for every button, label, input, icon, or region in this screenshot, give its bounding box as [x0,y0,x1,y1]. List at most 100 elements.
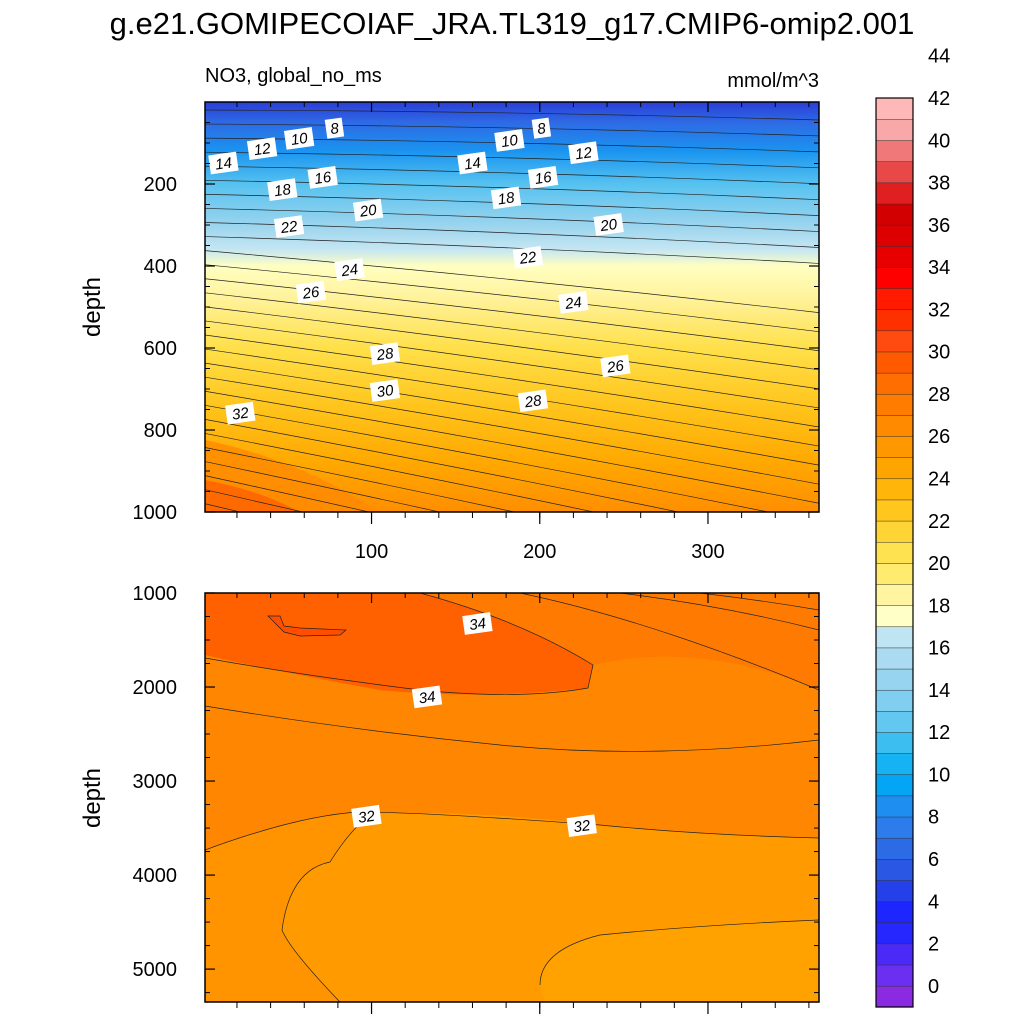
colorbar-swatch [875,753,914,776]
colorbar-tick-label: 0 [928,976,939,998]
upper-panel: NO3, global_no_ms mmol/m^3 8 10 12 14 16 18 22… [79,65,820,563]
contour-label: 14 [457,151,488,175]
y-tick-label: 4000 [133,865,178,887]
contour-label: 18 [267,178,298,202]
colorbar-swatch [875,266,914,289]
upper-contour-labels: 8 10 12 14 16 18 22 20 24 26 28 30 32 8 10 14 12 16 18 20 22… [208,117,631,425]
colorbar-swatch [875,97,914,120]
colorbar-swatch [875,393,914,416]
colorbar-swatch [875,668,914,691]
colorbar-tick-label: 40 [928,130,950,152]
colorbar-swatch [875,478,914,501]
colorbar-swatch [875,245,914,268]
svg-text:28: 28 [375,345,396,364]
y-tick-label: 800 [144,420,177,442]
svg-text:10: 10 [290,130,310,149]
contour-line [205,264,819,333]
svg-text:30: 30 [376,382,396,401]
figure-title: g.e21.GOMIPECOIAF_JRA.TL319_g17.CMIP6-om… [109,6,915,41]
contour-line [699,593,819,611]
contour-label: 34 [411,685,443,709]
colorbar-swatch [875,816,914,839]
colorbar-swatch [875,118,914,141]
colorbar-tick-label: 42 [928,88,950,110]
contour-label: 22 [273,215,305,238]
svg-text:18: 18 [273,181,293,200]
contour-line [205,165,819,185]
colorbar-tick-label: 32 [928,299,950,321]
contour-line [539,919,819,986]
colorbar-swatch [875,288,914,310]
lower-axes: 1000 2000 3000 4000 5000 [133,583,819,1014]
svg-text:34: 34 [418,688,437,707]
colorbar-swatch [875,435,914,458]
colorbar: 0246810121416182022242628303234363840424… [875,46,950,1008]
contour-label: 12 [568,141,599,165]
colorbar-swatch [875,922,914,945]
svg-text:8: 8 [329,120,340,138]
units-label: mmol/m^3 [727,70,819,92]
svg-text:22: 22 [518,249,539,268]
colorbar-swatch [875,224,914,247]
colorbar-swatch [875,731,914,754]
contour-line [619,593,819,631]
colorbar-swatch [875,943,914,966]
svg-text:16: 16 [313,169,333,188]
contour-line [205,404,770,512]
colorbar-tick-label: 14 [928,680,950,702]
contour-line [205,362,819,466]
x-tick-label: 200 [523,541,556,563]
contour-line [205,390,819,504]
y-tick-label: 1000 [133,583,178,605]
contour-line [205,376,819,485]
colorbar-tick-label: 28 [928,384,950,406]
lower-contour-fill [205,593,819,1002]
contour-line [205,705,819,752]
contour-line [519,593,819,691]
svg-text:26: 26 [301,283,322,302]
contour-line [205,320,819,409]
y-tick-label: 3000 [133,771,178,793]
colorbar-tick-label: 10 [928,764,950,786]
colorbar-tick-label: 20 [928,553,950,575]
colorbar-swatch [875,562,914,585]
contour-label: 8 [324,117,345,139]
colorbar-tick-label: 44 [928,46,950,68]
svg-text:24: 24 [563,294,583,313]
colorbar-swatch [875,140,914,162]
svg-text:14: 14 [214,154,233,173]
contour-line [205,123,819,137]
colorbar-tick-label: 34 [928,257,950,279]
y-tick-label: 2000 [133,677,178,699]
lower-contour-labels: 34 34 32 32 [351,612,597,838]
contour-label: 34 [462,612,493,635]
svg-text:32: 32 [231,404,251,423]
colorbar-swatch [875,414,914,437]
colorbar-swatch [875,710,914,733]
contour-label: 16 [527,165,559,189]
colorbar-swatch [875,541,914,564]
colorbar-tick-label: 18 [928,595,950,617]
contour-label: 14 [208,151,239,175]
colorbar-swatch [875,774,914,797]
svg-text:28: 28 [523,392,544,411]
contour-label: 22 [512,245,544,269]
colorbar-swatch [875,330,914,353]
colorbar-swatch [875,520,914,543]
y-tick-label: 400 [144,256,177,278]
x-tick-label: 300 [691,541,724,563]
y-tick-label: 5000 [133,959,178,981]
svg-text:32: 32 [357,808,377,827]
contour-line [205,348,819,447]
colorbar-swatch [875,499,914,522]
x-tick-label: 100 [355,541,388,563]
contour-line [205,334,819,428]
colorbar-tick-label: 6 [928,849,939,871]
svg-text:18: 18 [497,189,517,208]
colorbar-swatch [875,985,914,1008]
contour-line [205,208,819,232]
colorbar-tick-label: 8 [928,807,939,829]
colorbar-swatch [875,351,914,374]
colorbar-tick-label: 26 [928,426,950,448]
contour-label: 26 [295,280,327,304]
